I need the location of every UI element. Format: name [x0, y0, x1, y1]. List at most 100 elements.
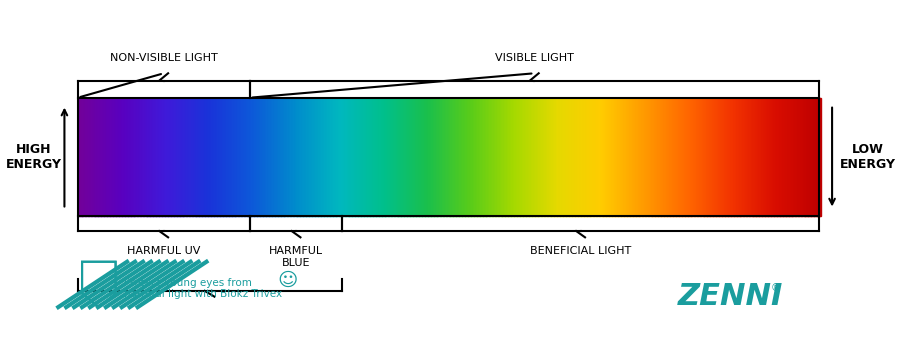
Bar [778, 98, 779, 216]
Bar [345, 98, 347, 216]
Bar [335, 98, 337, 216]
Bar [95, 98, 98, 216]
Bar [644, 98, 646, 216]
Bar [730, 98, 732, 216]
Bar [520, 98, 523, 216]
Bar [182, 98, 184, 216]
Bar [157, 98, 158, 216]
Bar [349, 98, 352, 216]
Bar [289, 98, 291, 216]
Bar [819, 98, 821, 216]
Bar [794, 98, 796, 216]
Bar [314, 98, 316, 216]
Bar [571, 98, 573, 216]
Bar [137, 98, 139, 216]
Bar [663, 98, 665, 216]
Bar [196, 98, 199, 216]
Bar [600, 98, 603, 216]
Text: ZENNI: ZENNI [678, 282, 783, 311]
Bar [574, 98, 576, 216]
Bar [706, 98, 708, 216]
Bar [118, 98, 120, 216]
Bar [641, 98, 643, 216]
Bar [204, 98, 206, 216]
Bar [418, 98, 420, 216]
Bar [746, 98, 749, 216]
Bar [751, 98, 753, 216]
Bar [100, 98, 103, 216]
Bar [506, 98, 508, 216]
Bar [675, 98, 677, 216]
Bar [817, 98, 820, 216]
Bar [443, 98, 446, 216]
Bar [765, 98, 768, 216]
Bar [97, 98, 99, 216]
Bar [812, 98, 814, 216]
Bar [687, 98, 689, 216]
Bar [563, 98, 566, 216]
Bar [807, 98, 809, 216]
Bar [356, 98, 358, 216]
Bar [502, 98, 505, 216]
Bar [115, 98, 117, 216]
Bar [161, 98, 163, 216]
Bar [344, 98, 346, 216]
Bar [122, 98, 124, 216]
Bar [599, 98, 601, 216]
Bar [139, 98, 141, 216]
Bar [399, 98, 400, 216]
Bar [707, 98, 710, 216]
Bar [465, 98, 468, 216]
Bar [150, 98, 153, 216]
Bar [710, 98, 713, 216]
Bar [731, 98, 734, 216]
Bar [320, 98, 322, 216]
Bar [479, 98, 482, 216]
Text: HARMFUL UV: HARMFUL UV [127, 246, 201, 256]
Bar [634, 98, 637, 216]
Bar [382, 98, 384, 216]
Bar [782, 98, 784, 216]
Bar [121, 98, 123, 216]
Bar [522, 98, 524, 216]
Bar [447, 98, 450, 216]
Bar [596, 98, 599, 216]
Bar [667, 98, 670, 216]
Bar [120, 98, 122, 216]
Bar [534, 98, 536, 216]
Bar [113, 98, 116, 216]
Bar [319, 98, 320, 216]
Bar [591, 98, 594, 216]
Bar [302, 98, 304, 216]
Bar [379, 98, 382, 216]
Bar [671, 98, 674, 216]
Bar [795, 98, 797, 216]
Bar [223, 98, 226, 216]
Bar [504, 98, 507, 216]
Bar [370, 98, 373, 216]
Bar [691, 98, 694, 216]
Bar [734, 98, 736, 216]
Bar [526, 98, 528, 216]
Bar [463, 98, 464, 216]
Bar [470, 98, 472, 216]
Bar [235, 98, 238, 216]
Bar [724, 98, 726, 216]
Bar [176, 98, 178, 216]
Bar [378, 98, 380, 216]
Bar [328, 98, 331, 216]
Bar [476, 98, 478, 216]
Bar [403, 98, 405, 216]
Bar [392, 98, 395, 216]
Bar [149, 98, 151, 216]
Bar [259, 98, 261, 216]
Bar [244, 98, 247, 216]
Bar [553, 98, 555, 216]
Bar [780, 98, 783, 216]
Bar [587, 98, 590, 216]
Bar [491, 98, 493, 216]
Bar [495, 98, 498, 216]
Bar [790, 98, 793, 216]
Bar [565, 98, 567, 216]
Bar [340, 98, 343, 216]
